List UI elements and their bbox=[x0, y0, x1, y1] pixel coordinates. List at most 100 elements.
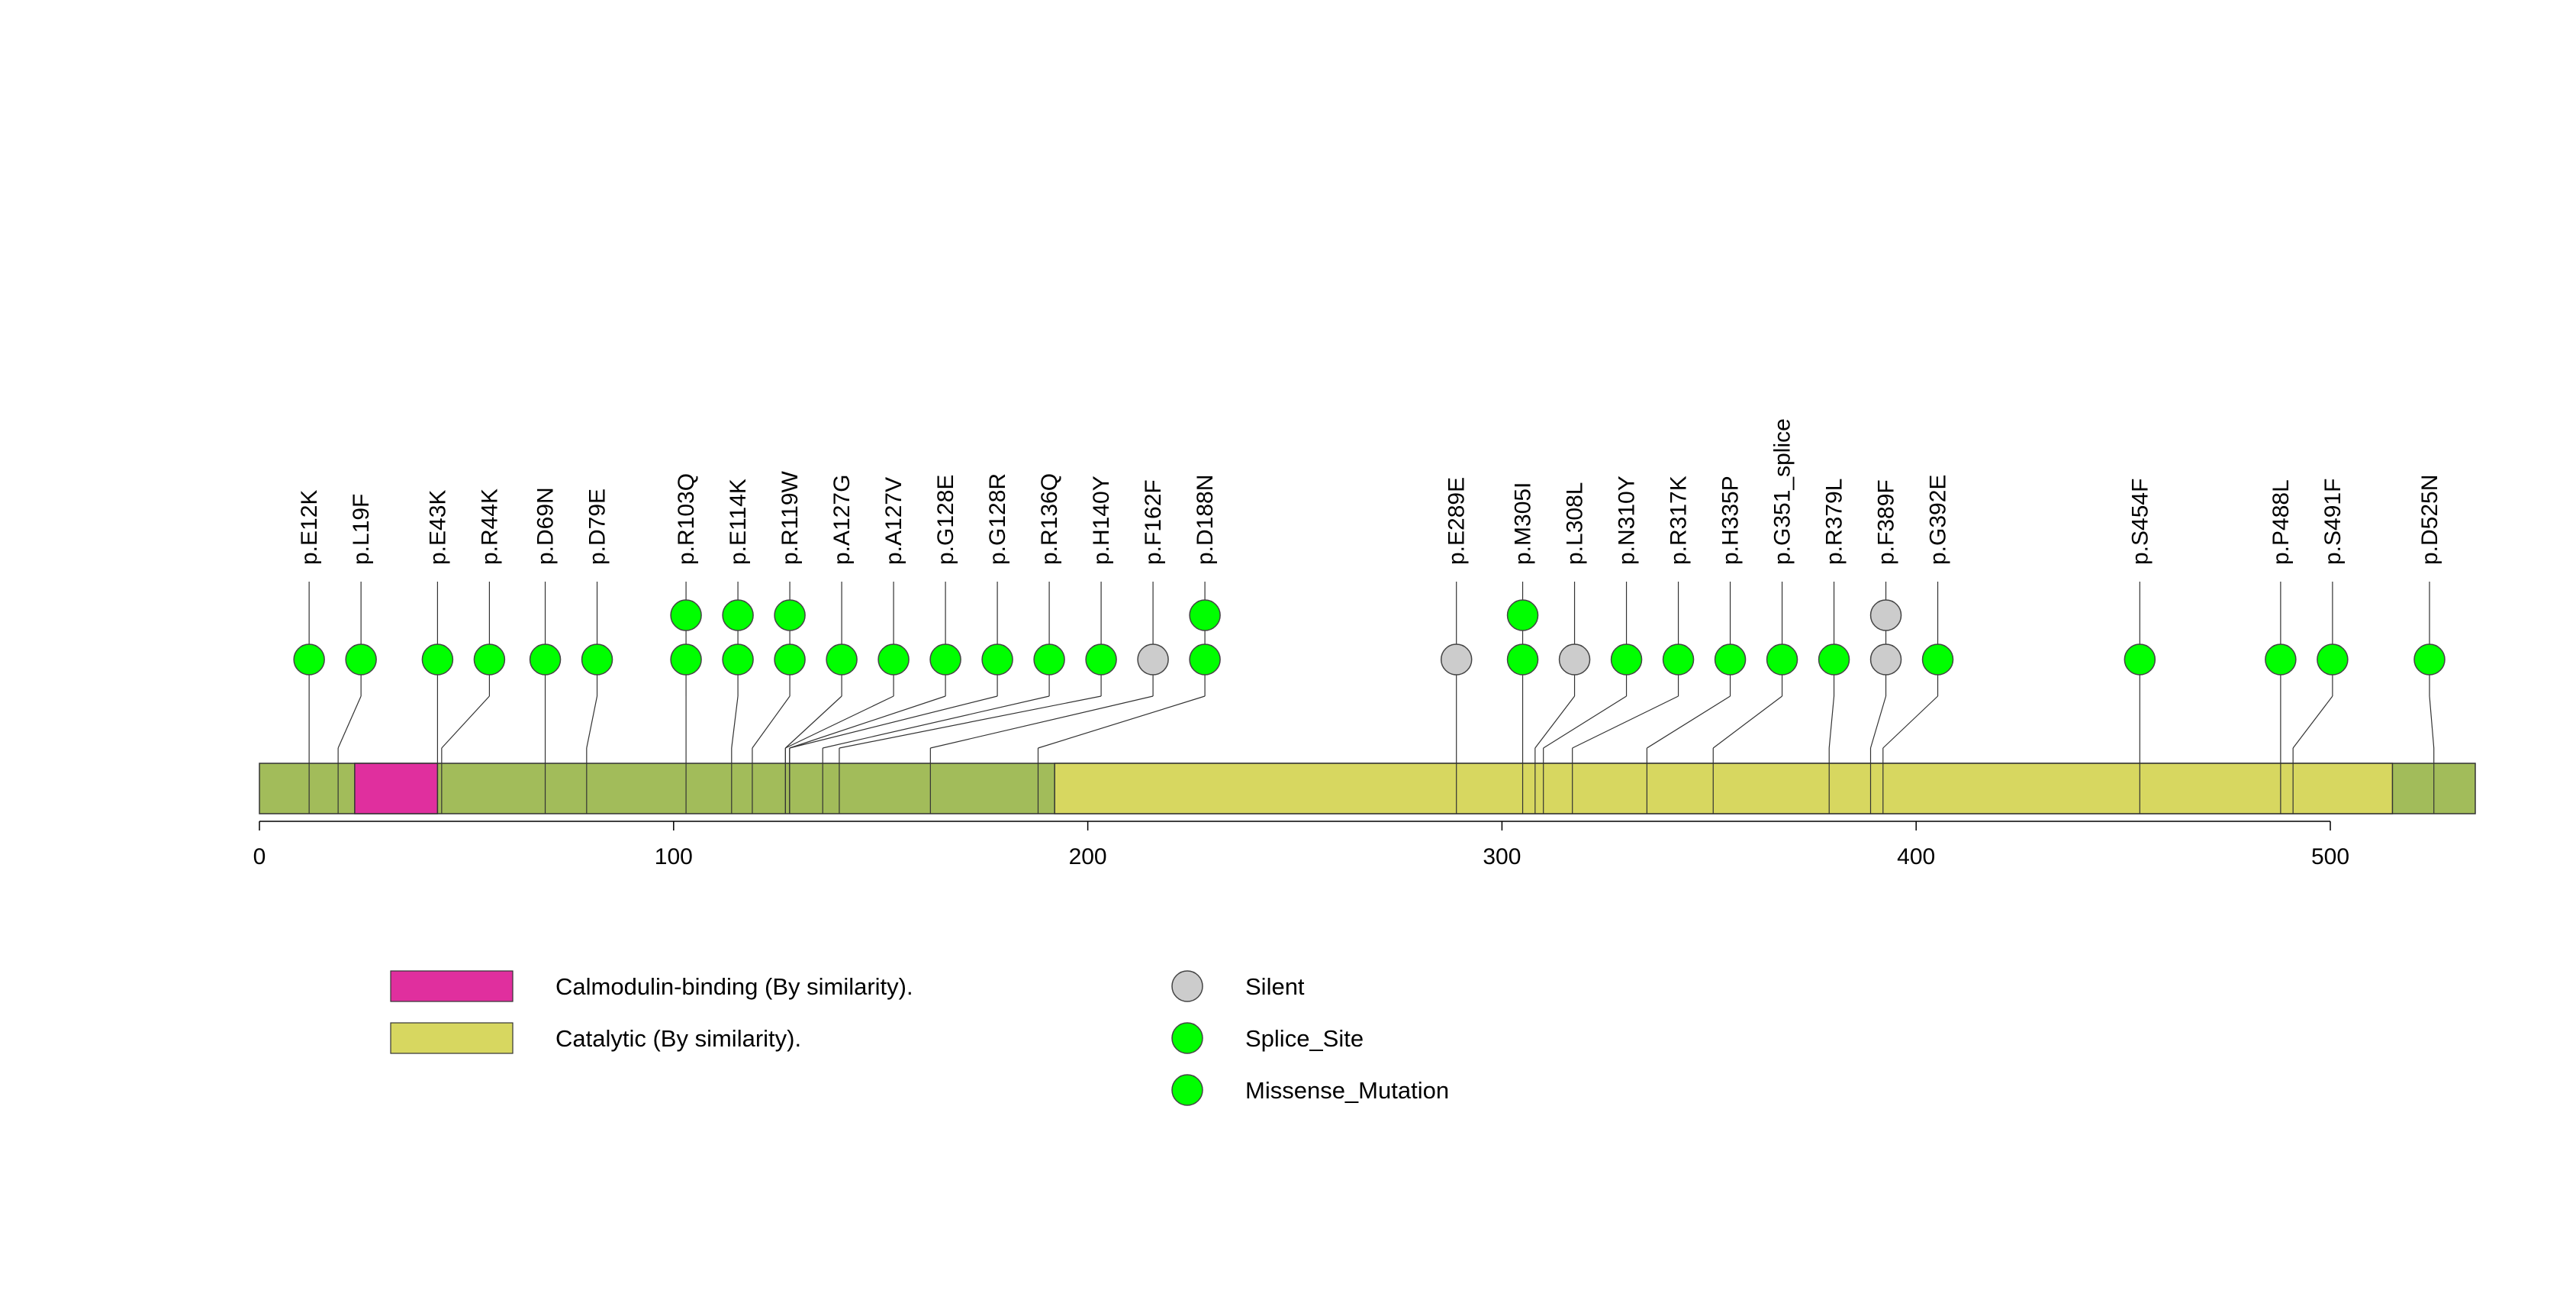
x-tick-label: 0 bbox=[253, 844, 266, 869]
mutation-label: p.D525N bbox=[2417, 475, 2442, 565]
mutation-dot bbox=[929, 643, 961, 676]
mutation-label: p.M305I bbox=[1511, 482, 1536, 565]
mutation-label: p.A127V bbox=[881, 477, 906, 565]
connector-line bbox=[1712, 695, 1782, 749]
mutation-dot bbox=[722, 599, 754, 631]
connector-line bbox=[784, 695, 842, 749]
x-axis: 0 100 200 300 400 500 bbox=[253, 821, 2349, 869]
connector-line bbox=[441, 695, 490, 749]
x-tick-label: 100 bbox=[655, 844, 693, 869]
mutation-dot bbox=[1766, 643, 1798, 676]
mutation-dots bbox=[293, 599, 2446, 676]
mutation-dot bbox=[2265, 643, 2297, 676]
mutation-dot bbox=[1921, 643, 1954, 676]
mutation-dot bbox=[670, 599, 702, 631]
connector-lines bbox=[308, 695, 2435, 763]
mutation-label: p.R44K bbox=[477, 489, 502, 565]
connector-line bbox=[789, 695, 998, 749]
mutation-label: p.E12K bbox=[297, 490, 322, 565]
x-tick-label: 400 bbox=[1897, 844, 1935, 869]
lollipop-stems bbox=[308, 582, 2430, 696]
mutation-label: p.P488L bbox=[2268, 479, 2294, 565]
mutation-labels: p.E12K p.L19F p.E43K p.R44K p.D69N p.D79E p.R1… bbox=[297, 418, 2442, 565]
mutation-label: p.G128R bbox=[985, 473, 1010, 565]
mutation-label: p.G392E bbox=[1926, 475, 1951, 565]
connector-line bbox=[337, 695, 362, 749]
legend-type-swatch bbox=[1171, 1022, 1203, 1054]
x-tick-label: 200 bbox=[1069, 844, 1107, 869]
mutation-dot bbox=[826, 643, 858, 676]
mutation-label: p.D69N bbox=[533, 487, 559, 565]
legend-type-label: Missense_Mutation bbox=[1245, 1077, 1449, 1104]
connector-line bbox=[731, 695, 739, 749]
mutation-dot bbox=[2413, 643, 2446, 676]
x-tick-label: 300 bbox=[1483, 844, 1521, 869]
legend-type-label: Splice_Site bbox=[1245, 1025, 1364, 1052]
connector-line bbox=[823, 695, 1050, 749]
connector-line bbox=[1038, 695, 1206, 749]
mutation-dot bbox=[529, 643, 562, 676]
connector-line bbox=[1882, 695, 1938, 749]
mutation-dot bbox=[774, 643, 806, 676]
mutation-label: p.R379L bbox=[1822, 479, 1847, 565]
connector-line bbox=[1543, 695, 1627, 749]
mutation-dot bbox=[1714, 643, 1747, 676]
mutation-label: p.E289E bbox=[1444, 477, 1470, 565]
mutation-dot bbox=[1085, 643, 1117, 676]
mutation-label: p.R103Q bbox=[674, 473, 699, 565]
mutation-dot bbox=[421, 643, 454, 676]
mutation-label: p.N310Y bbox=[1615, 476, 1640, 565]
mutation-dot bbox=[1610, 643, 1643, 676]
mutation-dot bbox=[581, 643, 613, 676]
mutation-dot bbox=[1662, 643, 1695, 676]
mutation-dot bbox=[2124, 643, 2156, 676]
connector-line bbox=[586, 695, 598, 749]
mutation-dot bbox=[877, 643, 910, 676]
mutation-dot bbox=[1506, 599, 1539, 631]
connector-line bbox=[1534, 695, 1576, 749]
mutation-label: p.H335P bbox=[1718, 476, 1744, 565]
mutation-dot bbox=[1440, 643, 1473, 676]
mutation-dot bbox=[1506, 643, 1539, 676]
legend: Calmodulin-binding (By similarity). Catal… bbox=[390, 970, 1449, 1106]
mutation-label: p.L308L bbox=[1563, 482, 1588, 565]
mutation-label: p.G128E bbox=[933, 475, 958, 565]
mutation-dot bbox=[1189, 643, 1221, 676]
mutation-label: p.R136Q bbox=[1037, 473, 1062, 565]
connector-line bbox=[1869, 695, 1887, 749]
mutation-dot bbox=[1137, 643, 1169, 676]
mutation-dot bbox=[345, 643, 377, 676]
mutation-label: p.L19F bbox=[349, 494, 374, 565]
domain-0 bbox=[354, 763, 439, 814]
legend-type-swatch bbox=[1171, 970, 1203, 1002]
mutation-dot bbox=[1869, 599, 1902, 631]
mutation-label: p.G351_splice bbox=[1770, 418, 1795, 565]
mutation-dot bbox=[473, 643, 506, 676]
mutation-label: p.R317K bbox=[1666, 476, 1692, 565]
mutation-label: p.E43K bbox=[425, 490, 450, 565]
connector-line bbox=[930, 695, 1154, 749]
mutation-label: p.F389F bbox=[1874, 479, 1899, 565]
mutation-label: p.E114K bbox=[726, 479, 751, 565]
mutation-dot bbox=[774, 599, 806, 631]
legend-domain-swatch bbox=[390, 1022, 514, 1054]
connector-line bbox=[1828, 695, 1835, 749]
domain-1 bbox=[1054, 763, 2394, 814]
mutation-label: p.A127G bbox=[829, 475, 855, 565]
mutation-dot bbox=[1818, 643, 1850, 676]
mutation-dot bbox=[670, 643, 702, 676]
mutation-label: p.D79E bbox=[585, 489, 610, 565]
legend-domain-label: Catalytic (By similarity). bbox=[555, 1025, 801, 1052]
connector-line bbox=[2292, 695, 2333, 749]
mutation-dot bbox=[1189, 599, 1221, 631]
legend-type-label: Silent bbox=[1245, 973, 1305, 1000]
connector-line bbox=[1647, 695, 1731, 749]
mutation-dot bbox=[1033, 643, 1065, 676]
connector-line bbox=[785, 695, 894, 749]
mutation-dot bbox=[981, 643, 1013, 676]
mutation-label: p.D188N bbox=[1193, 475, 1218, 565]
mutation-label: p.H140Y bbox=[1089, 476, 1114, 565]
mutation-dot bbox=[1869, 643, 1902, 676]
